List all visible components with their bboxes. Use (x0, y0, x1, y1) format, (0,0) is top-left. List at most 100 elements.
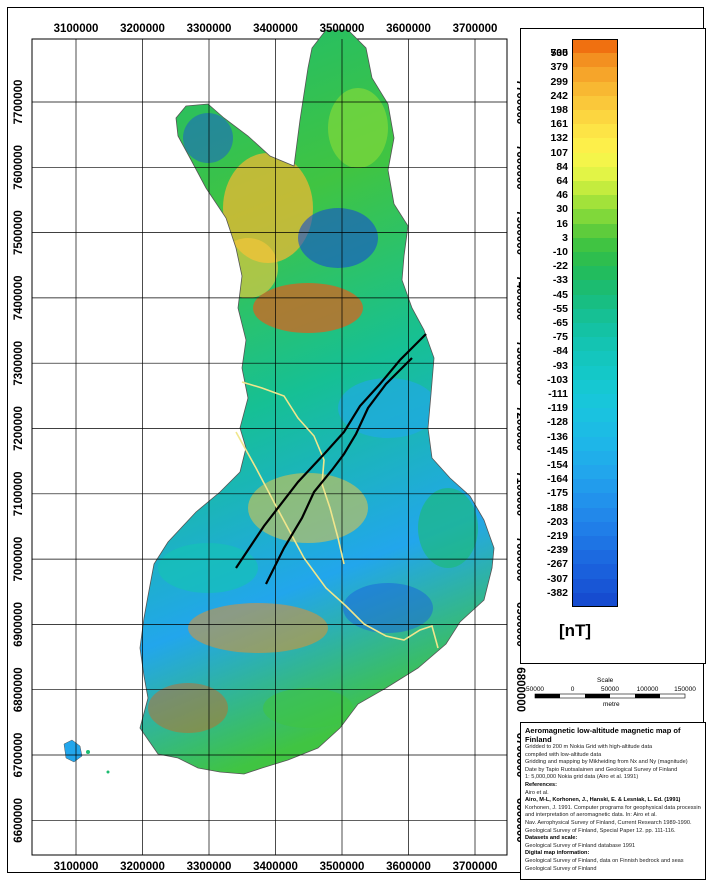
legend-label: -164 (546, 473, 568, 486)
legend-swatch (572, 592, 618, 608)
legend-unit: [nT] (559, 621, 592, 640)
x-tick-label: 3600000 (386, 861, 431, 873)
legend-swatch (572, 450, 618, 466)
legend-label: -119 (547, 402, 568, 415)
legend-label: -55 (552, 302, 568, 315)
y-axis-labels-left: 7700000 7600000 7500000 7400000 7300000 72000… (13, 80, 25, 843)
legend-label: 379 (550, 61, 568, 74)
info-line: Geological Survey of Finland (525, 865, 597, 872)
legend-label: 242 (550, 89, 568, 102)
map-frame: 3100000 3200000 3300000 3400000 3500000 36000… (7, 7, 706, 880)
legend-swatch (572, 67, 618, 83)
info-line: References: (525, 781, 558, 788)
legend-swatch (572, 181, 618, 196)
y-tick-label: 7500000 (13, 210, 25, 255)
info-line: Nav. Aerophysical Survey of Finland, Cur… (525, 819, 692, 826)
legend-swatch (572, 507, 618, 523)
legend-swatch (572, 365, 618, 381)
y-tick-label: 7700000 (13, 80, 25, 125)
info-line: compiled with low-altitude data (525, 751, 602, 758)
aland-islands (63, 739, 110, 774)
finland-outline (139, 29, 495, 775)
legend-swatch (572, 394, 618, 409)
legend-label: -382 (546, 586, 568, 599)
legend-label: -75 (552, 331, 568, 344)
y-tick-label: 6700000 (13, 733, 25, 778)
legend-label: -103 (546, 373, 568, 386)
legend-swatch (572, 166, 618, 182)
legend-label: 64 (556, 175, 568, 187)
legend-swatch (572, 81, 618, 97)
legend-label: -307 (546, 572, 568, 585)
scale-tick-label: 150000 (674, 686, 696, 693)
legend-swatch (572, 110, 618, 125)
y-tick-label: 6800000 (13, 667, 25, 712)
legend-swatch (572, 564, 618, 580)
scale-tick-label: 0 (571, 686, 575, 693)
legend-label: -188 (546, 501, 568, 514)
legend-swatch (572, 493, 618, 509)
legend-label: -203 (546, 515, 568, 528)
legend-label: -154 (546, 459, 568, 471)
x-tick-label: 3600000 (386, 23, 431, 35)
info-line: Date by Tapio Ruotsalainen and Geologica… (525, 766, 678, 773)
y-tick-label: 7600000 (13, 145, 25, 190)
y-tick-label: 6800000 (514, 667, 526, 712)
legend-swatch (572, 237, 618, 253)
legend-swatch (572, 280, 618, 296)
x-tick-label: 3100000 (54, 23, 99, 35)
x-tick-label: 3700000 (453, 23, 498, 35)
legend-swatch (572, 465, 618, 480)
legend-label: -219 (546, 530, 568, 542)
legend-label: 500 (550, 47, 568, 60)
legend-swatch (572, 337, 618, 352)
legend-label: -33 (552, 274, 568, 287)
x-tick-label: 3300000 (187, 861, 232, 873)
legend-swatch (572, 578, 618, 594)
info-line: and interpretation of aeromagnetic data.… (525, 812, 657, 819)
y-tick-label: 7200000 (13, 406, 25, 451)
x-tick-label: 3400000 (253, 861, 298, 873)
legend-swatch (572, 138, 618, 154)
legend-label: -111 (548, 388, 568, 400)
info-lines: Gridded to 200 m Nokia Grid with high-al… (525, 744, 701, 873)
x-axis-labels-bottom: 3100000 3200000 3300000 3400000 3500000 36000… (54, 861, 498, 873)
legend-label: 46 (556, 189, 568, 202)
legend-label: 161 (550, 118, 568, 131)
legend-swatch (572, 479, 618, 494)
scale-bar: Scale 50000 0 50000 100000 150000 metre (526, 677, 696, 708)
scale-tick-label: 100000 (637, 686, 659, 693)
y-tick-label: 6900000 (13, 602, 25, 647)
legend-swatch (572, 195, 618, 210)
legend-label: -267 (546, 558, 568, 571)
legend-label: 132 (550, 132, 568, 145)
black-line (265, 357, 413, 585)
map-info-panel: Aeromagnetic low-altitude magnetic map o… (520, 722, 706, 880)
x-tick-label: 3300000 (187, 23, 232, 35)
y-tick-label: 7100000 (13, 471, 25, 516)
yellow-line (241, 381, 345, 565)
scale-unit: metre (603, 701, 620, 708)
legend-swatch (572, 436, 618, 452)
y-tick-label: 7300000 (13, 341, 25, 386)
legend-swatch (572, 379, 618, 395)
legend-label: -84 (552, 345, 568, 358)
map-title: Aeromagnetic low-altitude magnetic map o… (525, 726, 681, 744)
y-tick-label: 7400000 (13, 276, 25, 321)
legend-label: 735 (550, 47, 568, 59)
legend-swatch (572, 124, 618, 139)
info-line: Digital map information: (525, 850, 590, 857)
y-tick-label: 6600000 (13, 798, 25, 843)
legend-label: 30 (556, 203, 568, 216)
legend-swatch (572, 266, 618, 281)
legend-label: -145 (546, 444, 568, 457)
info-line: Airo, M-L, Korhonen, J., Hanski, E. & Le… (525, 797, 681, 804)
legend-swatch (572, 521, 618, 537)
x-tick-label: 3100000 (54, 861, 99, 873)
black-line (235, 333, 427, 569)
info-line: Geological Survey of Finland, Special Pa… (525, 827, 676, 834)
scale-tick-label: 50000 (526, 686, 544, 693)
legend-label: -175 (546, 487, 568, 500)
legend-swatch (572, 252, 618, 267)
magnetic-map[interactable]: 3100000 3200000 3300000 3400000 3500000 36000… (8, 8, 705, 874)
